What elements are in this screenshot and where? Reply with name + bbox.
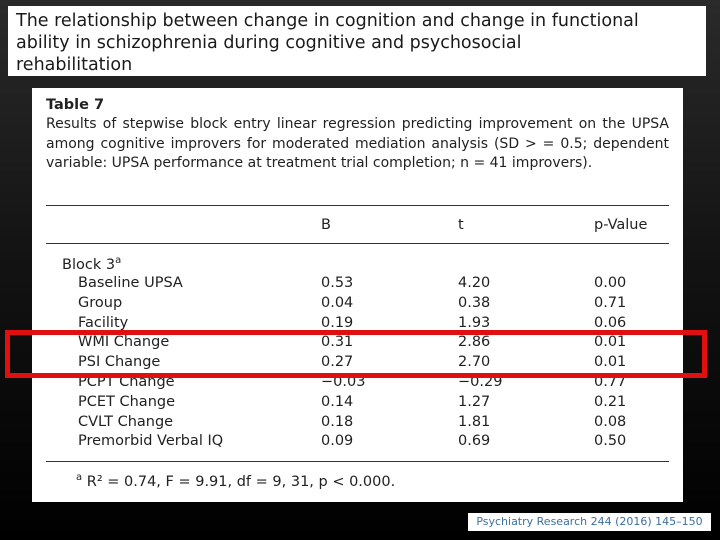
row-t-value: −0.29 bbox=[458, 374, 503, 390]
row-label: Facility bbox=[78, 314, 129, 331]
column-header-b: B bbox=[321, 217, 331, 233]
row-b-value: 0.18 bbox=[321, 413, 354, 430]
row-t-value: 1.27 bbox=[458, 393, 491, 410]
row-label: CVLT Change bbox=[78, 413, 174, 430]
table-document: Table 7 Results of stepwise block entry … bbox=[32, 88, 683, 502]
block-label: Block 3a bbox=[62, 255, 121, 273]
table-bottom-rule bbox=[46, 461, 669, 462]
row-t-value: 4.20 bbox=[458, 275, 491, 291]
row-p-value: 0.21 bbox=[594, 393, 627, 410]
table-row: PCET Change 0.14 1.27 0.21 bbox=[32, 394, 683, 414]
table-label: Table 7 bbox=[46, 97, 105, 113]
row-b-value: 0.14 bbox=[321, 393, 354, 410]
table-top-rule bbox=[46, 205, 669, 206]
footnote-superscript: a bbox=[76, 472, 83, 483]
row-b-value: −0.03 bbox=[321, 374, 366, 390]
block-label-superscript: a bbox=[115, 255, 122, 266]
row-p-value: 0.77 bbox=[594, 374, 627, 390]
table-caption: Results of stepwise block entry linear r… bbox=[46, 116, 669, 171]
row-p-value: 0.01 bbox=[594, 334, 627, 351]
row-b-value: 0.09 bbox=[321, 433, 354, 450]
row-p-value: 0.06 bbox=[594, 314, 627, 331]
row-b-value: 0.19 bbox=[321, 314, 354, 331]
table-row: CVLT Change 0.18 1.81 0.08 bbox=[32, 414, 683, 434]
slide-title-line-3: rehabilitation bbox=[16, 55, 133, 75]
row-t-value: 1.93 bbox=[458, 314, 491, 331]
row-t-value: 0.69 bbox=[458, 433, 491, 450]
footnote-text: R² = 0.74, F = 9.91, df = 9, 31, p < 0.0… bbox=[86, 473, 396, 490]
column-header-p-value: p-Value bbox=[594, 217, 648, 233]
row-t-value: 2.86 bbox=[458, 334, 491, 351]
column-header-t: t bbox=[458, 217, 464, 233]
row-b-value: 0.04 bbox=[321, 294, 354, 311]
row-b-value: 0.27 bbox=[321, 354, 354, 371]
slide-title-line-1: The relationship between change in cogni… bbox=[16, 11, 639, 31]
row-label: PCPT Change bbox=[78, 374, 175, 390]
table-row: Group 0.04 0.38 0.71 bbox=[32, 295, 683, 315]
citation: Psychiatry Research 244 (2016) 145–150 bbox=[468, 513, 711, 531]
row-t-value: 0.38 bbox=[458, 294, 491, 311]
table-row: Premorbid Verbal IQ 0.09 0.69 0.50 bbox=[32, 433, 683, 453]
row-t-value: 1.81 bbox=[458, 413, 491, 430]
row-label: PCET Change bbox=[78, 393, 176, 410]
row-p-value: 0.08 bbox=[594, 413, 627, 430]
row-p-value: 0.71 bbox=[594, 294, 627, 311]
table-footnote: a R² = 0.74, F = 9.91, df = 9, 31, p < 0… bbox=[76, 472, 395, 490]
table-row: PSI Change 0.27 2.70 0.01 bbox=[32, 354, 683, 374]
table-row: Facility 0.19 1.93 0.06 bbox=[32, 315, 683, 335]
table-header-rule bbox=[46, 243, 669, 244]
row-b-value: 0.31 bbox=[321, 334, 354, 351]
row-p-value: 0.00 bbox=[594, 275, 627, 291]
row-label: PSI Change bbox=[78, 354, 161, 371]
slide-title-box: The relationship between change in cogni… bbox=[8, 6, 706, 76]
table-row: Baseline UPSA 0.53 4.20 0.00 bbox=[32, 275, 683, 295]
row-t-value: 2.70 bbox=[458, 354, 491, 371]
row-label: Baseline UPSA bbox=[78, 275, 183, 291]
row-p-value: 0.01 bbox=[594, 354, 627, 371]
table-row: WMI Change 0.31 2.86 0.01 bbox=[32, 334, 683, 354]
row-b-value: 0.53 bbox=[321, 275, 354, 291]
slide-title-line-2: ability in schizophrenia during cognitiv… bbox=[16, 33, 522, 53]
row-label: WMI Change bbox=[78, 334, 170, 351]
row-p-value: 0.50 bbox=[594, 433, 627, 450]
table-row: PCPT Change −0.03 −0.29 0.77 bbox=[32, 374, 683, 394]
row-label: Group bbox=[78, 294, 123, 311]
row-label: Premorbid Verbal IQ bbox=[78, 433, 224, 450]
block-label-text: Block 3 bbox=[62, 256, 116, 273]
